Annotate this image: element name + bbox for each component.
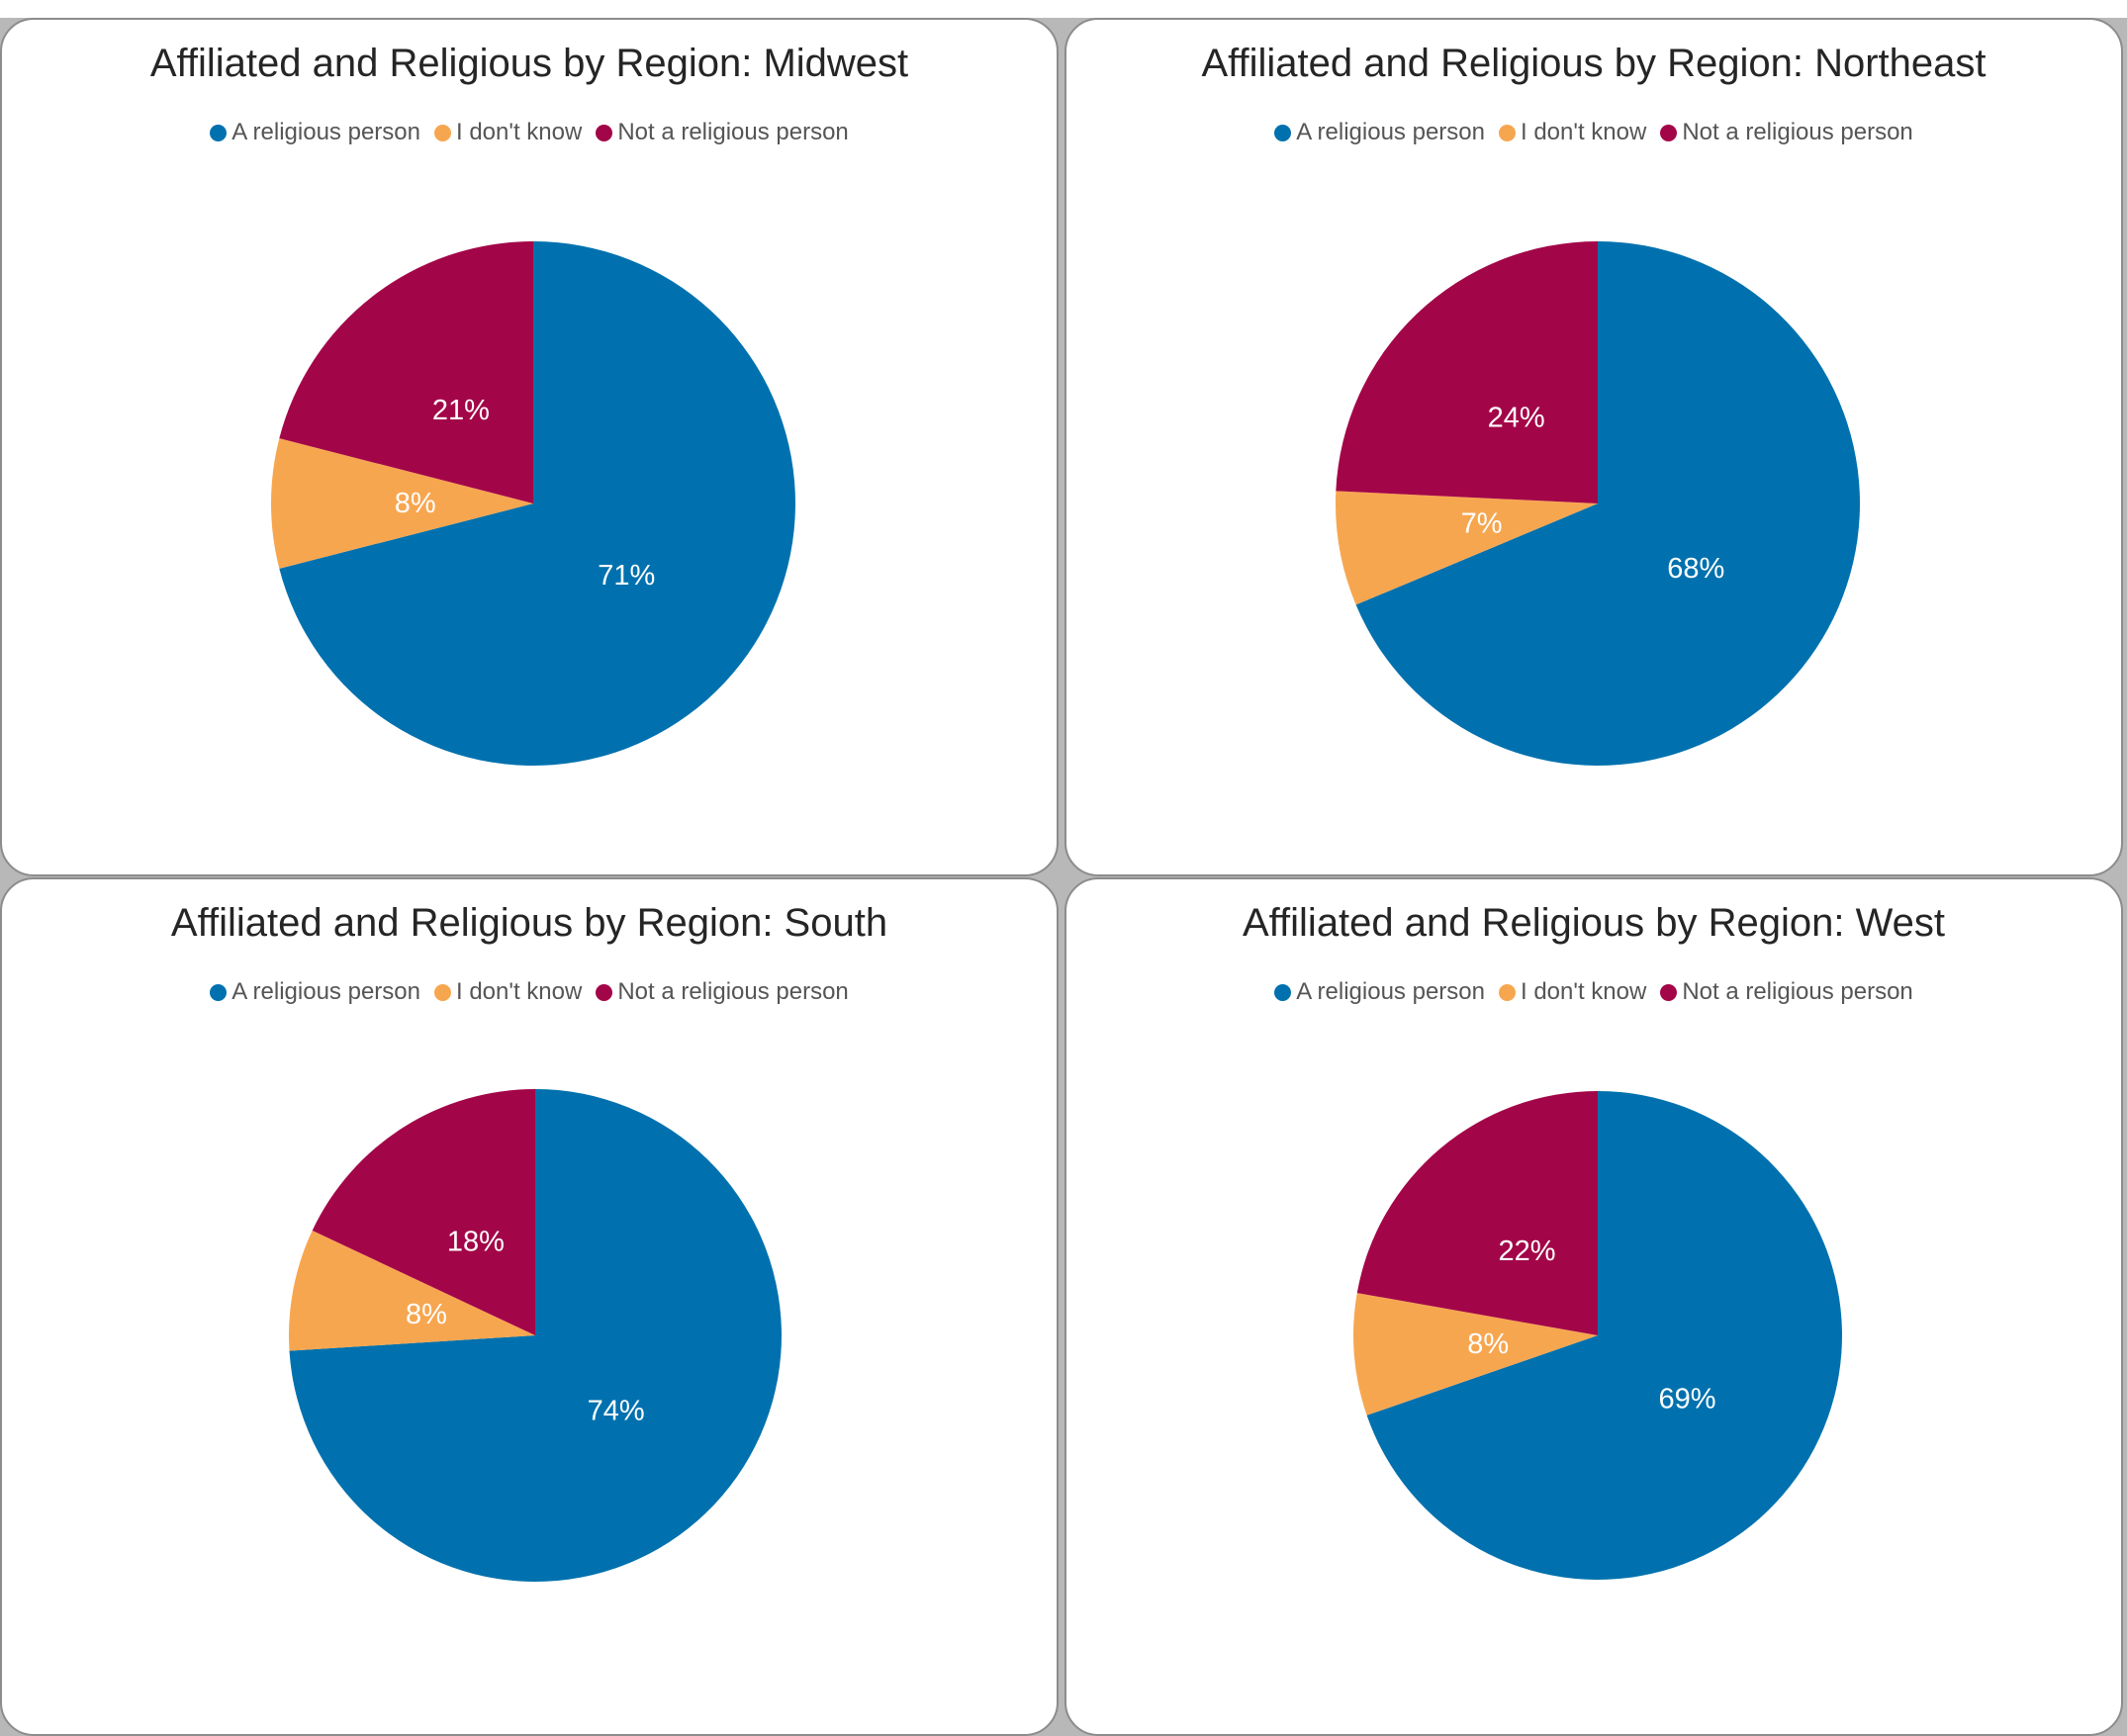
slice-dont-know [1336,491,1598,605]
legend-swatch-religious [1274,983,1292,1001]
legend-item-religious: A religious person [1274,978,1485,1006]
legend-item-dont-know: I don't know [433,978,583,1006]
slice-religious [1355,241,1861,766]
label-not-religious: 18% [447,1226,505,1257]
legend-item-not-religious: Not a religious person [596,119,849,146]
legend-label: Not a religious person [1682,119,1913,145]
legend-swatch-not-religious [596,124,613,141]
legend-swatch-dont-know [1498,983,1516,1001]
chart-legend: A religious person I don't know Not a re… [2,119,1057,146]
chart-title: Affiliated and Religious by Region: West [1242,901,1946,945]
legend-item-dont-know: I don't know [433,119,583,146]
legend-label: Not a religious person [617,119,849,145]
legend-label: A religious person [1296,978,1485,1005]
legend-label: Not a religious person [617,978,849,1005]
chart-panel-west: Affiliated and Religious by Region: West… [1064,877,2123,1736]
chart-title: Affiliated and Religious by Region: Midw… [149,42,909,85]
legend-label: I don't know [455,119,583,145]
slice-not-religious [1336,241,1598,503]
legend-item-not-religious: Not a religious person [1660,119,1913,146]
legend-item-dont-know: I don't know [1498,119,1647,146]
slice-religious [279,241,796,766]
top-strip [0,0,2127,18]
pie-chart-northeast: 68% 7% 24% [1336,241,1861,766]
legend-label: Not a religious person [1682,978,1913,1005]
label-not-religious: 21% [432,395,490,426]
chart-legend: A religious person I don't know Not a re… [2,978,1057,1006]
label-religious: 68% [1667,553,1724,585]
pie-chart-south: 74% 8% 18% [288,1089,782,1582]
legend-swatch-dont-know [433,983,451,1001]
legend-item-not-religious: Not a religious person [1660,978,1913,1006]
slice-dont-know [288,1230,535,1351]
legend-item-dont-know: I don't know [1498,978,1647,1006]
legend-swatch-not-religious [1660,983,1678,1001]
legend-item-religious: A religious person [1274,119,1485,146]
legend-swatch-religious [210,124,228,141]
chart-legend: A religious person I don't know Not a re… [1066,978,2121,1006]
label-religious: 69% [1659,1383,1716,1415]
legend-item-religious: A religious person [210,119,420,146]
pie-chart-west: 69% 8% 22% [1352,1091,1842,1580]
legend-item-not-religious: Not a religious person [596,978,849,1006]
label-dont-know: 8% [406,1299,447,1330]
slice-dont-know [271,438,533,569]
chart-legend: A religious person I don't know Not a re… [1066,119,2121,146]
label-religious: 74% [588,1396,645,1427]
legend-item-religious: A religious person [210,978,420,1006]
legend-label: A religious person [231,119,420,145]
legend-swatch-religious [1274,124,1292,141]
chart-panel-midwest: Affiliated and Religious by Region: Midw… [0,18,1059,876]
chart-panel-northeast: Affiliated and Religious by Region: Nort… [1064,18,2123,876]
slice-religious [289,1089,782,1582]
label-dont-know: 7% [1461,508,1503,540]
legend-swatch-not-religious [596,983,613,1001]
legend-label: I don't know [1520,119,1647,145]
label-religious: 71% [598,560,655,592]
chart-title: Affiliated and Religious by Region: Nort… [1201,42,1987,85]
slice-not-religious [279,241,533,503]
legend-swatch-religious [210,983,228,1001]
slice-not-religious [1356,1091,1598,1335]
legend-swatch-dont-know [1498,124,1516,141]
legend-label: I don't know [1520,978,1647,1005]
chart-title: Affiliated and Religious by Region: Sout… [170,901,888,945]
label-not-religious: 24% [1488,403,1545,434]
slice-not-religious [312,1089,535,1335]
label-dont-know: 8% [1467,1328,1509,1360]
slice-religious [1366,1091,1842,1580]
label-dont-know: 8% [395,488,436,519]
label-not-religious: 22% [1499,1235,1556,1267]
legend-label: A religious person [231,978,420,1005]
legend-label: A religious person [1296,119,1485,145]
slice-dont-know [1352,1293,1598,1416]
pie-chart-midwest: 71% 8% 21% [271,241,796,766]
legend-swatch-dont-know [433,124,451,141]
legend-swatch-not-religious [1660,124,1678,141]
chart-panel-south: Affiliated and Religious by Region: Sout… [0,877,1059,1736]
legend-label: I don't know [455,978,583,1005]
